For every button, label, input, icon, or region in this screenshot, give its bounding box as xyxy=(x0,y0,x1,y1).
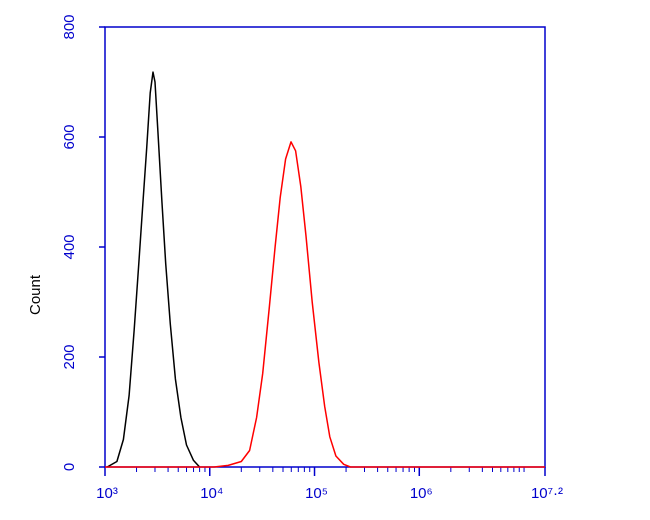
x-tick-label: 10⁷·² xyxy=(531,485,563,502)
y-tick-label: 0 xyxy=(61,463,78,471)
histogram-line xyxy=(106,71,201,468)
x-tick-label: 10⁴ xyxy=(200,485,223,502)
x-tick-label: 10³ xyxy=(96,485,118,502)
x-tick-label: 10⁶ xyxy=(410,485,433,502)
y-tick-label: 600 xyxy=(61,124,78,149)
x-tick-label: 10⁵ xyxy=(305,485,328,502)
y-tick-label: 400 xyxy=(61,234,78,259)
plot-frame xyxy=(104,26,546,468)
y-tick-label: 200 xyxy=(61,344,78,369)
y-tick-label: 800 xyxy=(61,14,78,39)
histogram-line xyxy=(105,141,545,468)
y-axis-label: Count xyxy=(27,274,44,315)
